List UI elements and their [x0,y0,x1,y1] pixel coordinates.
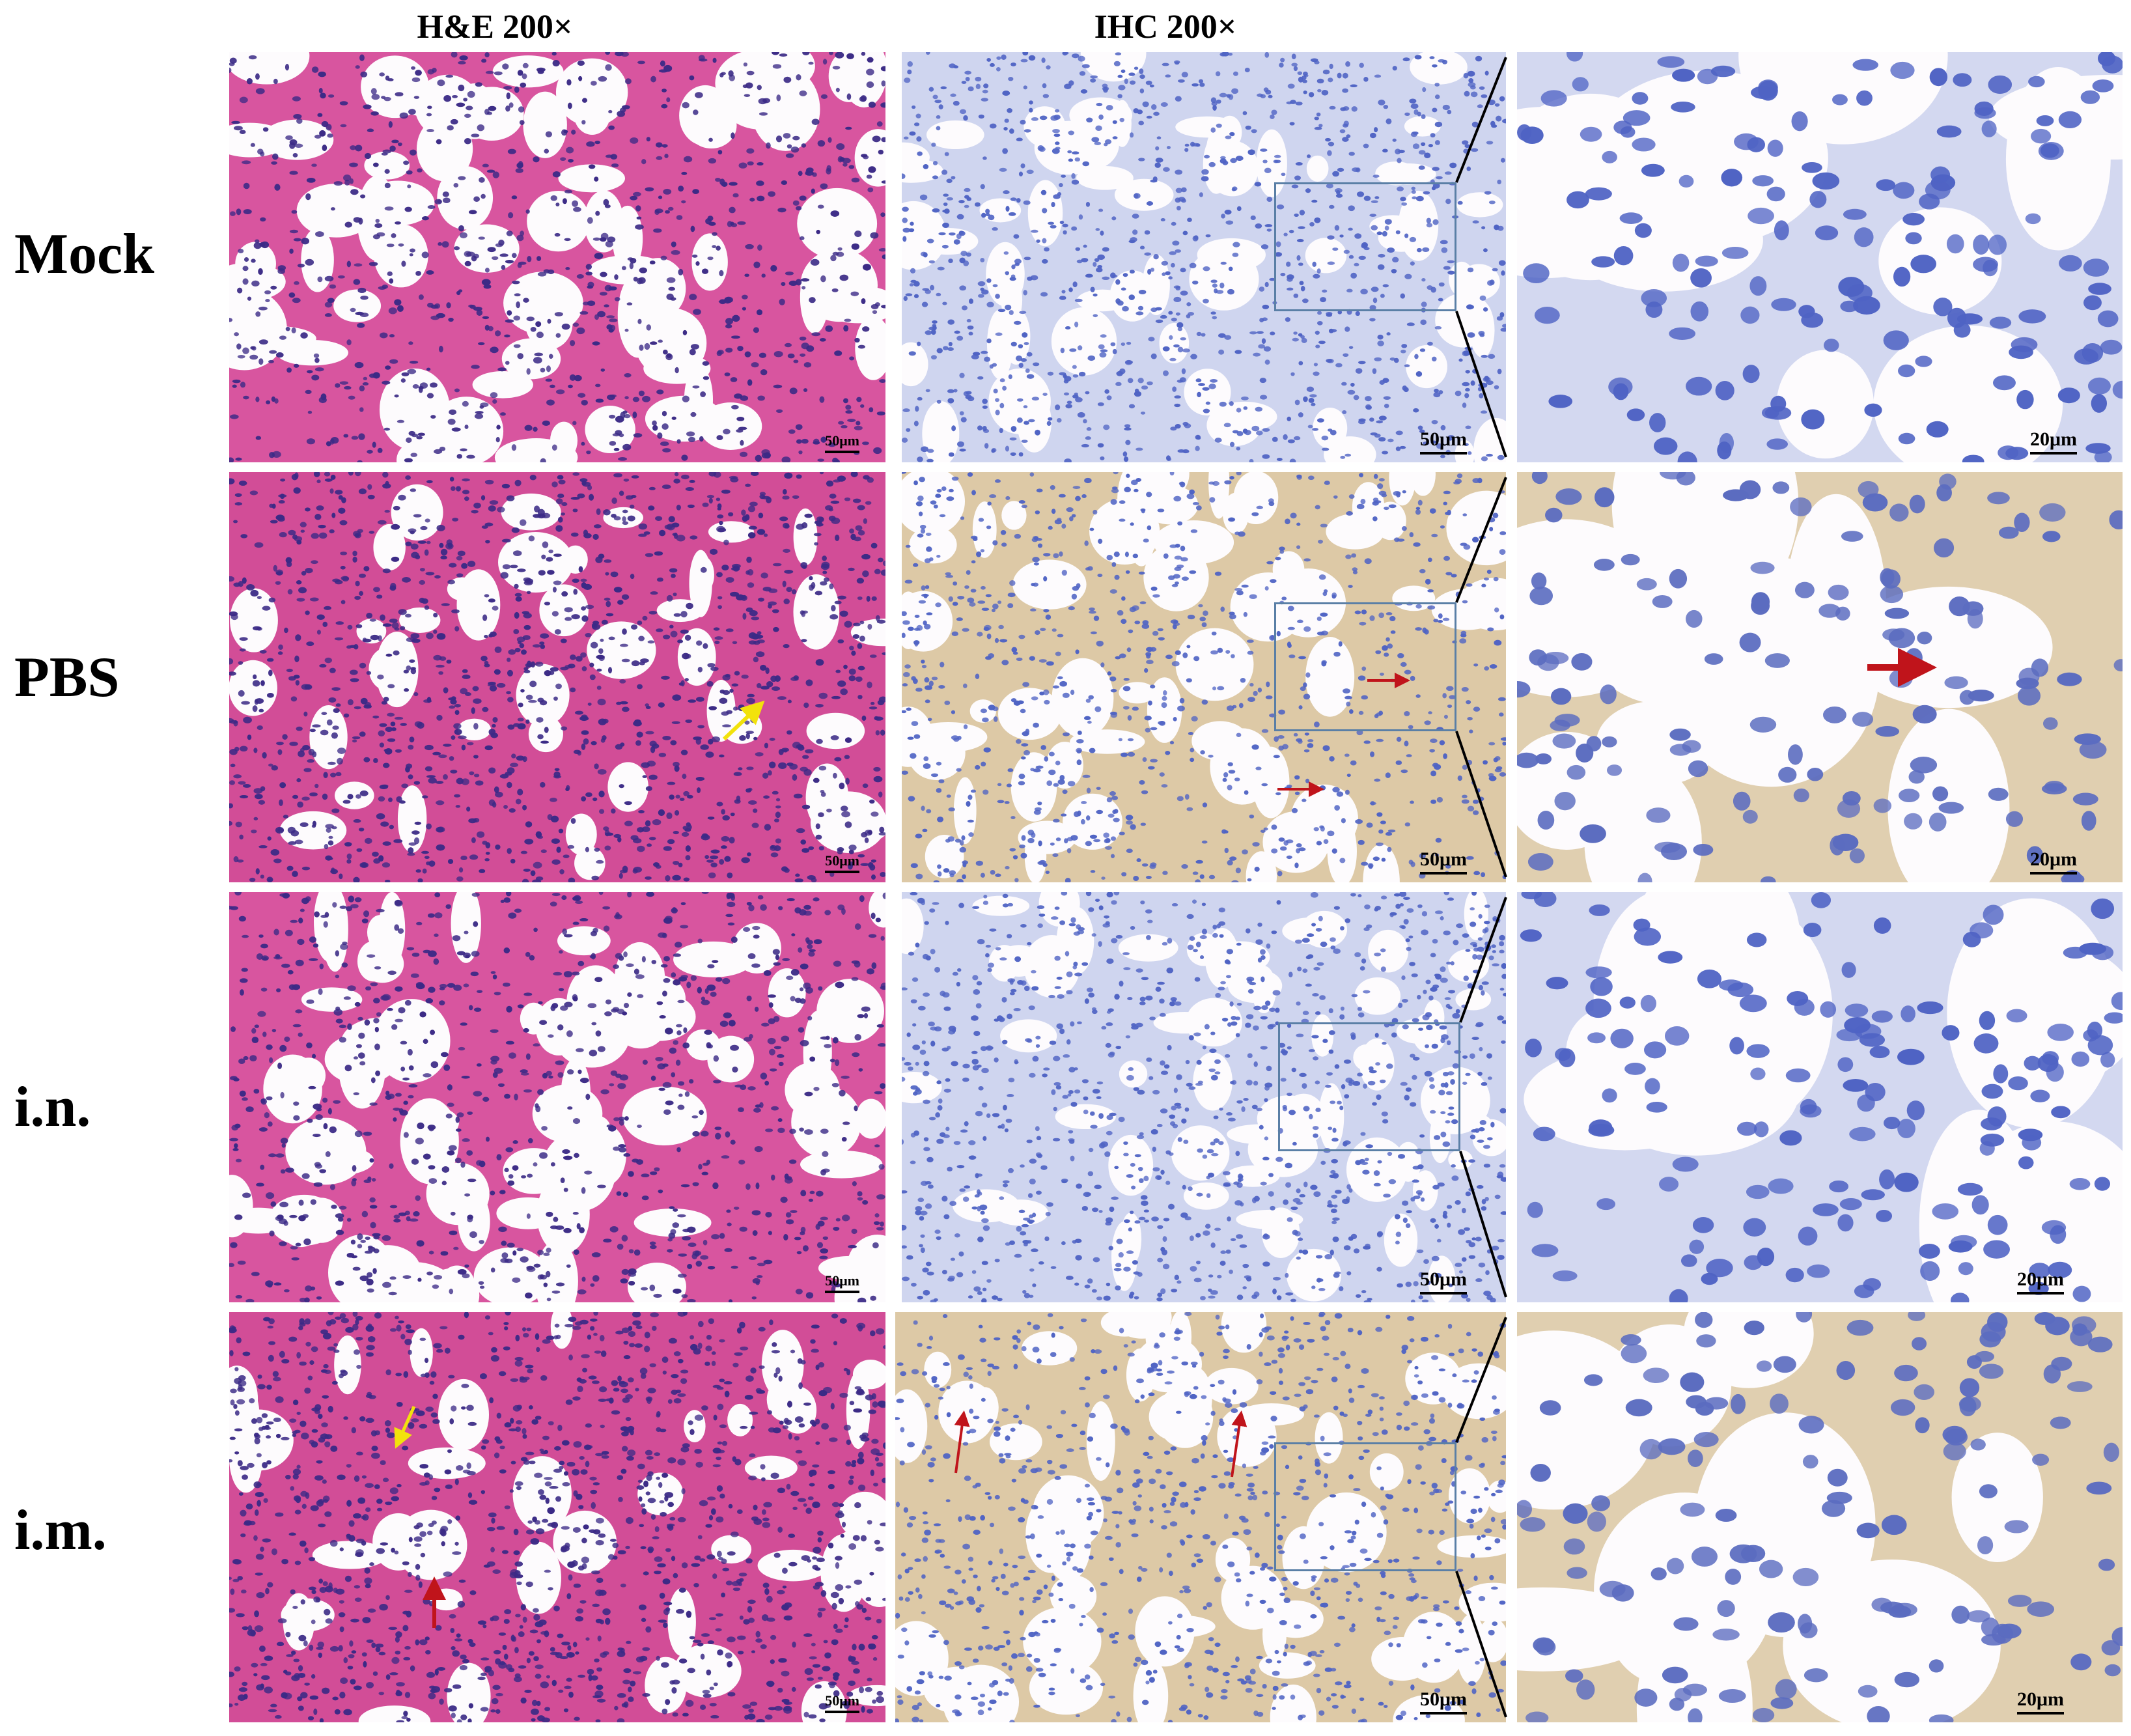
ihc-image-mock: 50μm [902,52,1506,462]
roi-box-in [1278,1022,1460,1151]
ihc-zoom-image-im: 20μm [1517,1312,2123,1722]
scale-bar-he-im: 50μm [825,1692,859,1713]
row-label-pbs: PBS [14,646,120,709]
scale-bar-he-in: 50μm [825,1272,859,1293]
micrograph-texture [229,892,885,1302]
ihc-column-header: IHC 200× [1094,8,1237,46]
he-column-header: H&E 200× [417,8,573,46]
row-label-in: i.n. [14,1076,91,1139]
ihc-zoom-image-in: 20μm [1517,892,2123,1302]
ihc-zoom-image-pbs: 20μm [1517,472,2123,882]
micrograph-texture [229,1312,885,1722]
scale-bar-ihc-pbs: 50μm [1420,848,1467,875]
row-label-mock: Mock [14,223,155,286]
scale-bar-ihc-in: 50μm [1420,1268,1467,1295]
roi-box-mock [1274,182,1456,311]
ihc-image-pbs: 50μm [902,472,1506,882]
scale-bar-ihc-im: 50μm [1420,1688,1467,1715]
ihc-zoom-image-mock: 20μm [1517,52,2123,462]
roi-box-pbs [1274,602,1456,731]
micrograph-texture [1517,472,2123,882]
micrograph-texture [1517,1312,2123,1722]
micrograph-texture [1517,52,2123,462]
micrograph-texture [1517,892,2123,1302]
scale-bar-zoom-mock: 20μm [2030,428,2077,455]
row-label-im: i.m. [14,1499,107,1562]
ihc-image-in: 50μm [902,892,1506,1302]
scale-bar-he-pbs: 50μm [825,852,859,873]
scale-bar-ihc-mock: 50μm [1420,428,1467,455]
he-image-pbs: 50μm [229,472,885,882]
scale-bar-zoom-pbs: 20μm [2030,848,2077,875]
roi-box-im [1274,1442,1456,1571]
he-image-mock: 50μm [229,52,885,462]
micrograph-texture [895,1312,1506,1722]
ihc-image-im: 50μm [895,1312,1506,1722]
scale-bar-zoom-im: 20μm [2017,1688,2064,1715]
scale-bar-zoom-in: 20μm [2017,1268,2064,1295]
he-image-im: 50μm [229,1312,885,1722]
scale-bar-he-mock: 50μm [825,432,859,453]
micrograph-texture [229,472,885,882]
he-image-in: 50μm [229,892,885,1302]
micrograph-texture [229,52,885,462]
